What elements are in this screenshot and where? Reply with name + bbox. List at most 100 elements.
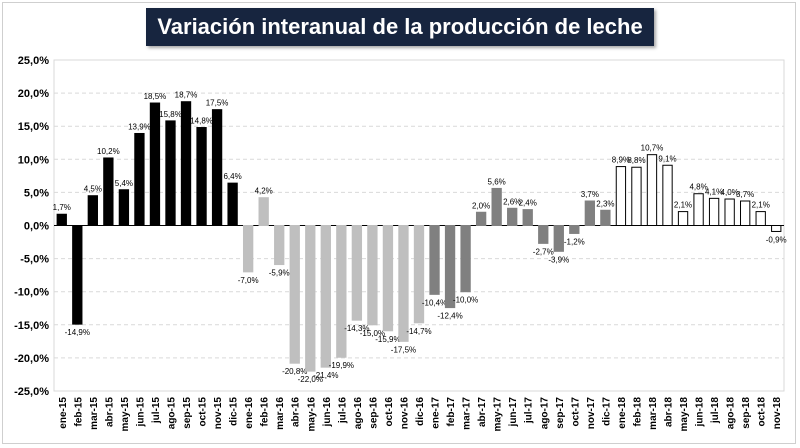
- data-label: -21,4%: [313, 371, 338, 380]
- bar: [569, 225, 580, 234]
- bar: [118, 189, 130, 226]
- bar: [336, 225, 347, 358]
- x-tick-label: jul-16: [337, 397, 348, 425]
- data-label: 4,0%: [721, 188, 739, 197]
- bar: [196, 127, 207, 226]
- x-tick-label: sep-16: [368, 397, 379, 429]
- data-label: 2,1%: [752, 201, 770, 210]
- x-tick-label: ene-15: [58, 397, 69, 429]
- data-label: -14,9%: [65, 328, 90, 337]
- bar: [398, 225, 409, 342]
- bar: [103, 157, 114, 226]
- y-tick-label: 10,0%: [18, 154, 49, 166]
- x-tick-label: abr-16: [291, 397, 302, 427]
- x-tick-label: oct-18: [757, 397, 768, 427]
- data-label: -5,9%: [269, 269, 290, 278]
- bar: [72, 225, 83, 325]
- data-label: -15,0%: [360, 329, 385, 338]
- bar: [522, 209, 533, 226]
- x-tick-label: ene-18: [617, 397, 628, 429]
- data-label: 9,1%: [658, 154, 676, 163]
- bar: [227, 182, 238, 227]
- data-label: -7,0%: [238, 276, 259, 285]
- bar: [771, 225, 782, 232]
- x-tick-label: feb-17: [446, 397, 457, 427]
- data-label: 13,9%: [128, 122, 151, 131]
- x-tick-label: oct-17: [570, 397, 581, 427]
- x-tick-label: may-18: [679, 397, 690, 432]
- x-tick-label: sep-18: [741, 397, 752, 429]
- bar: [615, 166, 627, 226]
- x-tick-label: ago-17: [539, 397, 550, 430]
- data-label: -10,4%: [422, 298, 447, 307]
- x-tick-label: nov-18: [772, 397, 783, 430]
- x-tick-label: oct-15: [198, 397, 209, 427]
- bar: [662, 164, 673, 226]
- data-label: 18,5%: [144, 92, 167, 101]
- bar: [134, 132, 145, 226]
- y-tick-label: -15,0%: [14, 320, 49, 332]
- bar: [242, 225, 254, 273]
- data-label: 2,1%: [674, 201, 692, 210]
- data-label: -20,8%: [282, 367, 307, 376]
- bar: [382, 225, 394, 332]
- bar: [180, 101, 192, 226]
- chart-title: Variación interanual de la producción de…: [146, 8, 654, 46]
- data-label: 14,8%: [190, 117, 213, 126]
- bar: [724, 198, 735, 227]
- bar: [631, 166, 642, 227]
- data-label: 15,8%: [159, 110, 182, 119]
- y-tick-label: 25,0%: [18, 55, 49, 67]
- x-tick-label: may-17: [493, 397, 504, 432]
- y-tick-label: -25,0%: [14, 386, 49, 398]
- bar: [320, 225, 331, 368]
- bar: [87, 195, 98, 227]
- x-tick-label: abr-17: [477, 397, 488, 427]
- x-tick-label: nov-15: [213, 397, 224, 430]
- bar: [274, 225, 285, 266]
- x-tick-label: dic-16: [415, 397, 426, 426]
- bar: [553, 225, 564, 252]
- x-tick-label: mar-18: [648, 397, 659, 430]
- x-tick-label: ago-16: [353, 397, 364, 430]
- bar: [258, 197, 269, 226]
- bar: [165, 120, 176, 226]
- bar: [56, 213, 67, 227]
- x-tick-label: dic-15: [229, 397, 240, 426]
- data-label: 2,3%: [596, 199, 614, 208]
- x-tick-label: sep-17: [555, 397, 566, 429]
- bar: [507, 207, 518, 226]
- x-tick-label: jun-18: [695, 397, 706, 428]
- y-tick-label: -5,0%: [20, 254, 49, 266]
- data-label: -15,9%: [375, 335, 400, 344]
- data-label: 4,8%: [689, 183, 707, 192]
- data-label: 3,7%: [736, 190, 754, 199]
- data-label: -10,0%: [453, 296, 478, 305]
- data-label: -12,4%: [437, 312, 462, 321]
- bar: [289, 225, 300, 364]
- data-label: -14,3%: [344, 324, 369, 333]
- data-label: -14,7%: [406, 327, 431, 336]
- data-label: 8,9%: [612, 156, 630, 165]
- bar: [149, 102, 161, 226]
- x-tick-label: jun-16: [322, 397, 333, 428]
- data-label: 4,1%: [705, 187, 723, 196]
- x-tick-label: ago-15: [166, 397, 177, 430]
- bar: [538, 225, 549, 244]
- data-label: 4,2%: [255, 187, 273, 196]
- bar: [367, 225, 378, 326]
- x-tick-label: feb-15: [73, 397, 84, 427]
- x-tick-label: oct-16: [384, 397, 395, 427]
- bar: [693, 193, 704, 226]
- bar: [584, 200, 596, 226]
- data-label: -22,0%: [298, 375, 323, 384]
- data-label: -17,5%: [391, 345, 416, 354]
- data-label: 2,4%: [519, 199, 537, 208]
- data-label: 3,7%: [581, 190, 599, 199]
- x-tick-label: may-16: [306, 397, 317, 432]
- data-label: 5,6%: [488, 177, 506, 186]
- bar: [429, 225, 440, 295]
- x-tick-label: jul-15: [151, 397, 162, 425]
- data-label: 2,0%: [472, 201, 490, 210]
